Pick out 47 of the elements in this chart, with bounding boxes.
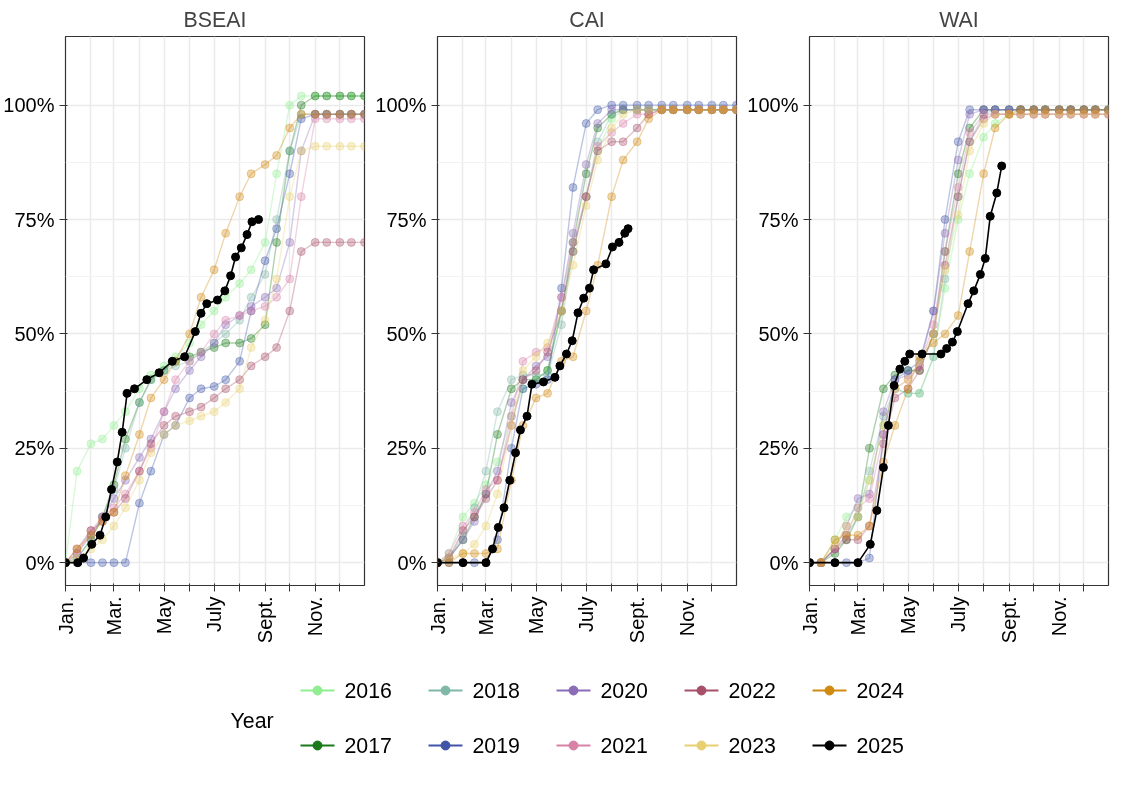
legend-label: 2022 (728, 679, 776, 703)
x-tick-label: May (897, 596, 920, 635)
legend-label: 2024 (856, 679, 905, 703)
y-tick-label: 50% (386, 322, 427, 345)
legend-label: 2016 (344, 679, 392, 703)
x-tick-label: Jan. (426, 596, 449, 635)
legend-label: 2018 (472, 679, 520, 703)
legend-label: 2019 (472, 734, 520, 758)
chart-title: WAI (939, 7, 979, 32)
legend-label: 2023 (728, 734, 776, 758)
x-tick-label: May (153, 596, 176, 635)
x-tick-label: Sept. (254, 596, 277, 644)
x-tick-label: Sept. (626, 596, 649, 644)
y-tick-label: 75% (758, 208, 799, 231)
x-tick-label: May (525, 596, 548, 635)
x-tick-label: July (203, 596, 226, 633)
legend-label: 2021 (600, 734, 648, 758)
y-tick-label: 50% (14, 322, 55, 345)
y-tick-label: 100% (3, 94, 55, 117)
x-tick-label: Jan. (54, 596, 77, 635)
x-tick-label: Sept. (998, 596, 1021, 644)
x-tick-label: Mar. (102, 596, 125, 636)
y-tick-label: 25% (386, 437, 427, 460)
x-tick-label: Nov. (1048, 596, 1071, 637)
chart-title: BSEAI (183, 7, 247, 32)
legend-label: 2025 (856, 734, 904, 758)
y-tick-label: 75% (14, 208, 55, 231)
x-tick-label: Mar. (846, 596, 869, 636)
y-tick-label: 100% (747, 94, 799, 117)
y-tick-label: 25% (758, 437, 799, 460)
y-tick-label: 0% (25, 551, 55, 574)
x-tick-label: Jan. (798, 596, 821, 635)
y-tick-label: 75% (386, 208, 427, 231)
x-tick-label: Mar. (474, 596, 497, 636)
y-tick-label: 50% (758, 322, 799, 345)
legend-title: Year (230, 708, 274, 733)
legend-label: 2017 (344, 734, 392, 758)
x-tick-label: July (947, 596, 970, 633)
x-tick-label: Nov. (304, 596, 327, 637)
y-tick-label: 25% (14, 437, 55, 460)
x-tick-label: Nov. (676, 596, 699, 637)
legend-label: 2020 (600, 679, 649, 703)
y-tick-label: 0% (769, 551, 799, 574)
y-tick-label: 0% (397, 551, 427, 574)
chart-title: CAI (569, 7, 605, 32)
x-tick-label: July (575, 596, 598, 633)
y-tick-label: 100% (375, 94, 427, 117)
